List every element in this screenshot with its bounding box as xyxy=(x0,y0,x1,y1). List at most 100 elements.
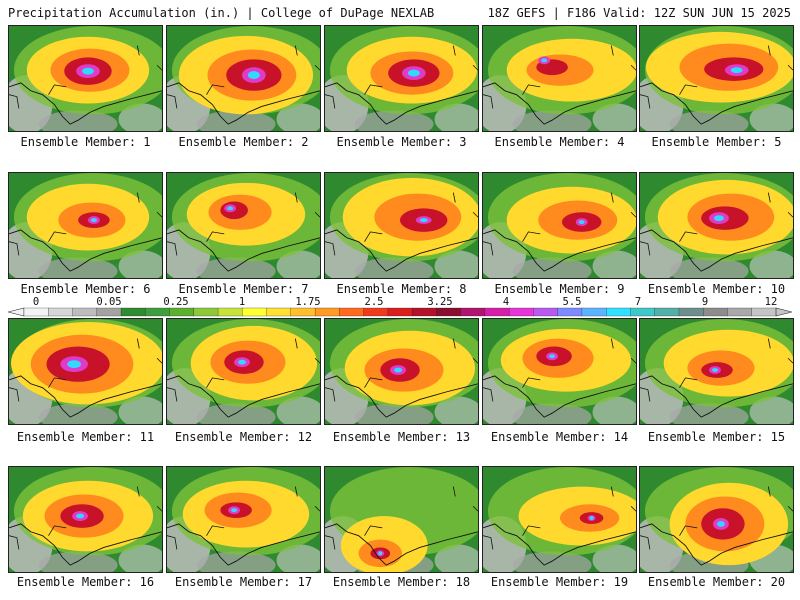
ensemble-member-label: Ensemble Member: 5 xyxy=(651,135,782,149)
ensemble-panel-18 xyxy=(324,466,479,573)
precipitation-colorbar: 0 0.05 0.25 1 1.75 2.5 3.25 4 5.5 7 9 12 xyxy=(8,296,792,317)
border-outline xyxy=(325,229,478,272)
colorbar-swatch xyxy=(120,307,146,317)
border-outline xyxy=(325,375,478,418)
ensemble-panel-1 xyxy=(8,25,163,132)
colorbar-swatch xyxy=(96,307,122,317)
border-outline xyxy=(640,523,793,566)
ensemble-panel-7 xyxy=(166,172,321,279)
colorbar-swatch xyxy=(460,307,486,317)
colorbar-tick-label: 1 xyxy=(239,296,245,308)
precipitation-map xyxy=(640,173,793,278)
precipitation-map xyxy=(325,467,478,572)
colorbar-swatch xyxy=(145,307,170,317)
precipitation-map xyxy=(9,26,162,131)
ensemble-panel-13 xyxy=(324,318,479,425)
colorbar-swatch xyxy=(654,307,680,317)
border-outline xyxy=(9,82,162,125)
colorbar-tick-label: 5.5 xyxy=(563,296,582,308)
ensemble-panel-9 xyxy=(482,172,637,279)
ensemble-member-label: Ensemble Member: 3 xyxy=(336,135,467,149)
colorbar-swatch xyxy=(339,307,364,317)
precipitation-map xyxy=(483,467,636,572)
border-outline xyxy=(483,82,636,125)
precipitation-map xyxy=(167,467,320,572)
precipitation-map xyxy=(640,319,793,424)
colorbar-swatch xyxy=(557,307,583,317)
colorbar-tick-label: 7 xyxy=(635,296,641,308)
border-outline xyxy=(9,229,162,272)
product-title: Precipitation Accumulation (in.) | Colle… xyxy=(8,6,435,20)
ensemble-panel-10 xyxy=(639,172,794,279)
ensemble-member-label: Ensemble Member: 2 xyxy=(178,135,309,149)
colorbar-swatch xyxy=(678,307,704,317)
colorbar-right-arrow xyxy=(775,307,792,317)
border-outline xyxy=(167,229,320,272)
colorbar-swatch xyxy=(193,307,219,317)
colorbar-swatch xyxy=(727,307,753,317)
colorbar-swatch xyxy=(314,307,340,317)
ensemble-member-label: Ensemble Member: 13 xyxy=(332,430,471,444)
border-outline xyxy=(167,523,320,566)
colorbar-swatch xyxy=(630,307,656,317)
ensemble-panel-11 xyxy=(8,318,163,425)
ensemble-panel-6 xyxy=(8,172,163,279)
colorbar-tick-label: 0 xyxy=(33,296,39,308)
precipitation-map xyxy=(640,467,793,572)
colorbar-swatch xyxy=(411,307,437,317)
ensemble-member-label: Ensemble Member: 10 xyxy=(647,282,786,296)
ensemble-panel-14 xyxy=(482,318,637,425)
border-outline xyxy=(325,523,478,566)
ensemble-panel-5 xyxy=(639,25,794,132)
precipitation-map xyxy=(167,319,320,424)
precipitation-map xyxy=(483,319,636,424)
precipitation-map xyxy=(167,173,320,278)
colorbar-swatch xyxy=(363,307,389,317)
model-run-valid-time: 18Z GEFS | F186 Valid: 12Z SUN JUN 15 20… xyxy=(487,6,791,20)
ensemble-panel-8 xyxy=(324,172,479,279)
border-outline xyxy=(167,82,320,125)
precipitation-map xyxy=(167,26,320,131)
ensemble-panel-17 xyxy=(166,466,321,573)
precipitation-map xyxy=(325,319,478,424)
precipitation-map xyxy=(640,26,793,131)
ensemble-panel-15 xyxy=(639,318,794,425)
precipitation-map xyxy=(483,173,636,278)
colorbar-tick-label: 0.25 xyxy=(163,296,188,308)
colorbar-tick-label: 4 xyxy=(503,296,509,308)
colorbar-swatch xyxy=(290,307,316,317)
colorbar-swatch xyxy=(23,307,49,317)
colorbar-tick-label: 9 xyxy=(702,296,708,308)
ensemble-member-label: Ensemble Member: 19 xyxy=(490,575,629,589)
ensemble-member-label: Ensemble Member: 11 xyxy=(16,430,155,444)
precipitation-map xyxy=(325,26,478,131)
ensemble-member-label: Ensemble Member: 15 xyxy=(647,430,786,444)
ensemble-panel-2 xyxy=(166,25,321,132)
colorbar-swatch xyxy=(169,307,195,317)
ensemble-panel-12 xyxy=(166,318,321,425)
ensemble-panel-16 xyxy=(8,466,163,573)
colorbar-swatch xyxy=(48,307,73,317)
colorbar-swatch xyxy=(387,307,413,317)
border-outline xyxy=(640,229,793,272)
colorbar-left-arrow xyxy=(8,307,25,317)
colorbar-tick-label: 1.75 xyxy=(295,296,320,308)
ensemble-member-label: Ensemble Member: 7 xyxy=(178,282,309,296)
precipitation-map xyxy=(9,173,162,278)
border-outline xyxy=(640,375,793,418)
colorbar-swatch xyxy=(242,307,267,317)
ensemble-member-label: Ensemble Member: 20 xyxy=(647,575,786,589)
ensemble-member-label: Ensemble Member: 17 xyxy=(174,575,313,589)
precipitation-map xyxy=(9,319,162,424)
ensemble-member-label: Ensemble Member: 16 xyxy=(16,575,155,589)
ensemble-panel-19 xyxy=(482,466,637,573)
precipitation-map xyxy=(483,26,636,131)
colorbar-swatch xyxy=(606,307,631,317)
ensemble-member-label: Ensemble Member: 9 xyxy=(494,282,625,296)
colorbar-tick-label: 2.5 xyxy=(365,296,384,308)
border-outline xyxy=(9,375,162,418)
ensemble-member-label: Ensemble Member: 18 xyxy=(332,575,471,589)
colorbar-swatch xyxy=(703,307,728,317)
colorbar-swatch xyxy=(751,307,777,317)
colorbar-tick-label: 3.25 xyxy=(427,296,452,308)
